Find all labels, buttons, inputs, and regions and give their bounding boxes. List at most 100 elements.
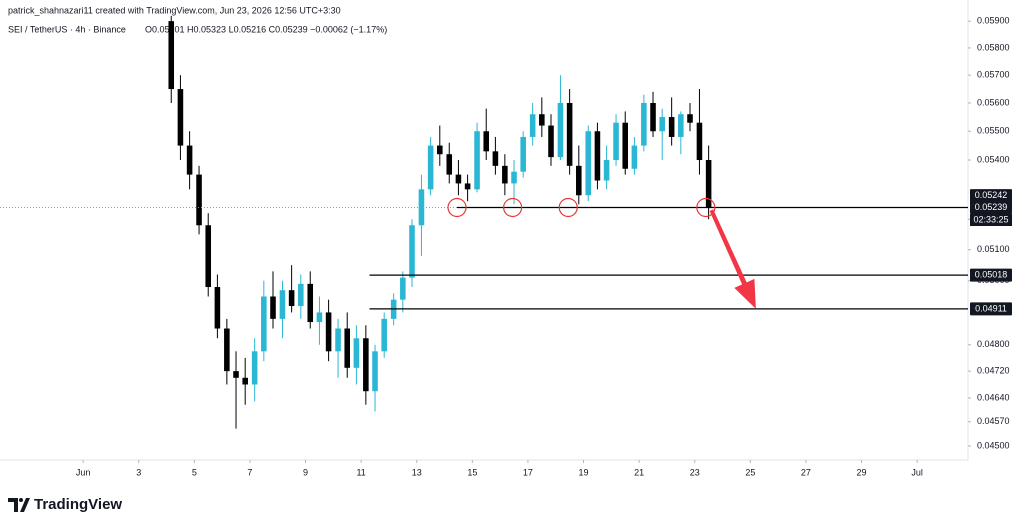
candle-body — [400, 277, 406, 300]
candle-body — [427, 145, 434, 190]
candle-body — [659, 117, 665, 132]
candle-body — [437, 145, 443, 155]
candle-body — [446, 154, 453, 175]
candle-body — [529, 114, 536, 137]
y-tick-label: 0.05600 — [977, 97, 1010, 107]
price-label: 0.05239 — [975, 202, 1008, 212]
candle-body — [594, 131, 601, 181]
x-tick-label: 11 — [356, 467, 365, 477]
candle-body — [279, 290, 286, 319]
candle-body — [576, 165, 582, 196]
candle-body — [474, 131, 480, 190]
candle-body — [678, 114, 684, 137]
x-tick-label: Jun — [76, 467, 91, 477]
candle-body — [409, 225, 415, 278]
candle-body — [307, 283, 314, 323]
ohlc-text: O0.05301 H0.05323 L0.05216 C0.05239 −0.0… — [145, 24, 387, 34]
x-tick-label: 5 — [192, 467, 197, 477]
support-circle — [558, 197, 578, 218]
price-label-box — [970, 302, 1012, 316]
candle-body — [631, 145, 638, 169]
candle-body — [261, 296, 267, 352]
x-tick-label: 21 — [634, 467, 644, 477]
candle-body — [566, 102, 573, 166]
x-tick-label: 27 — [801, 467, 811, 477]
x-tick-label: 9 — [303, 467, 308, 477]
candle-body — [344, 328, 351, 368]
price-label-box — [970, 200, 1012, 214]
candle-body — [177, 89, 184, 146]
y-tick-label: 0.04500 — [977, 440, 1010, 450]
candle-body — [205, 225, 212, 288]
candle-body — [251, 351, 258, 385]
candle-body — [641, 102, 647, 146]
candle-body — [242, 377, 248, 385]
y-tick-label: 0.05500 — [977, 126, 1010, 136]
candle-body — [224, 328, 230, 372]
candle-body — [622, 122, 629, 169]
y-tick-label: 0.05100 — [977, 244, 1010, 254]
candle-body — [557, 102, 564, 158]
arrow — [709, 209, 756, 309]
logo-icon — [8, 498, 30, 512]
y-tick-label: 0.05400 — [977, 154, 1010, 164]
candle-body — [705, 160, 712, 208]
y-tick-label: 0.04800 — [977, 339, 1010, 349]
candle-body — [363, 338, 369, 392]
support-circle — [696, 197, 716, 218]
candle-body — [316, 312, 323, 323]
price-label: 0.05018 — [975, 269, 1008, 279]
x-tick-label: 15 — [467, 467, 477, 477]
y-tick-label: 0.04640 — [977, 392, 1010, 402]
price-label: 0.04911 — [975, 303, 1007, 313]
candle-body — [696, 122, 703, 161]
candle-body — [168, 21, 175, 90]
candle-body — [372, 351, 378, 392]
x-tick-label: 29 — [857, 467, 867, 477]
candle-body — [603, 160, 610, 181]
y-tick-label: 0.05700 — [977, 70, 1010, 80]
candle-body — [214, 287, 221, 329]
candle-body — [492, 151, 499, 166]
y-tick-label: 0.04720 — [977, 366, 1010, 376]
candle-body — [381, 318, 387, 352]
candle-body — [335, 328, 341, 352]
candle-body — [270, 296, 276, 319]
x-tick-label: 7 — [247, 467, 252, 477]
candle-body — [353, 338, 360, 368]
price-label-box — [970, 189, 1012, 203]
countdown: 02:33:25 — [973, 214, 1008, 224]
candle-body — [502, 165, 508, 184]
y-tick-label: 0.05900 — [977, 16, 1010, 26]
candle-body — [585, 131, 592, 196]
x-tick-label: 25 — [745, 467, 755, 477]
candle-body — [511, 171, 517, 184]
x-tick-label: 17 — [523, 467, 533, 477]
y-tick-label: 0.05800 — [977, 42, 1010, 52]
attribution: patrick_shahnazari11 created with Tradin… — [8, 5, 341, 15]
x-tick-label: 23 — [690, 467, 700, 477]
price-label: 0.05242 — [975, 190, 1008, 200]
support-circle — [503, 197, 523, 218]
candle-body — [613, 122, 619, 161]
candle-body — [464, 183, 471, 190]
candle-body — [298, 283, 304, 307]
symbol-title: SEI / TetherUS · 4h · Binance — [8, 24, 126, 34]
candle-body — [539, 114, 545, 126]
support-circle — [447, 197, 467, 218]
candle-body — [186, 145, 193, 175]
candle-body — [325, 312, 332, 352]
candle-body — [650, 102, 656, 132]
y-tick-label: 0.04570 — [977, 416, 1010, 426]
candle-body — [687, 114, 693, 123]
x-tick-label: 3 — [136, 467, 141, 477]
candle-body — [288, 290, 295, 307]
candle-body — [196, 174, 202, 226]
x-tick-label: 13 — [412, 467, 422, 477]
candle-body — [548, 125, 554, 158]
price-label-box — [970, 268, 1012, 282]
candle-body — [455, 174, 462, 184]
countdown-box — [970, 213, 1012, 226]
x-tick-label: 19 — [579, 467, 589, 477]
